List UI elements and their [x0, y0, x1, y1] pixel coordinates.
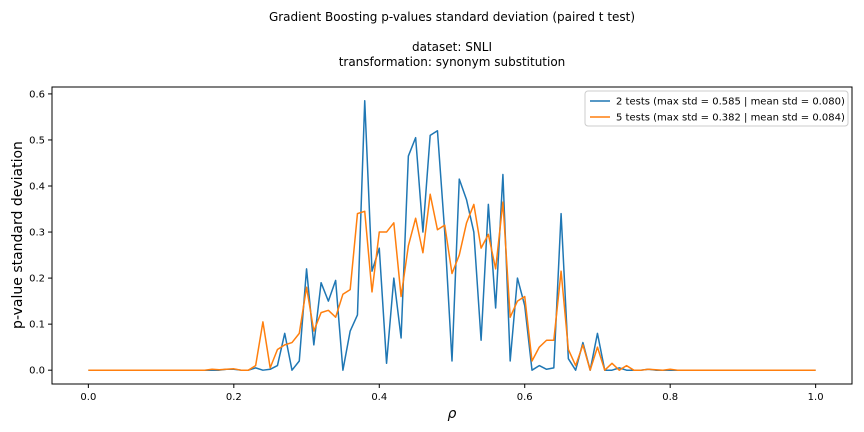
legend-label-5-tests: 5 tests (max std = 0.382 | mean std = 0.… [616, 113, 845, 124]
chart-subtitle-dataset: dataset: SNLI [411, 40, 493, 54]
y-tick-label: 0.4 [29, 182, 45, 193]
x-tick-label: 0.6 [517, 392, 533, 403]
chart-subtitle-transformation: transformation: synonym substitution [338, 55, 566, 69]
series-line-2-tests [88, 100, 816, 371]
x-tick-label: 0.2 [226, 392, 242, 403]
y-axis: 0.0 0.1 0.2 0.3 0.4 0.5 0.6 [29, 89, 52, 377]
x-axis-label: ρ [448, 406, 457, 422]
y-tick-label: 0.5 [29, 135, 45, 146]
x-tick-label: 0.4 [371, 392, 387, 403]
x-axis: 0.0 0.2 0.4 0.6 0.8 1.0 [80, 384, 824, 403]
legend: 2 tests (max std = 0.585 | mean std = 0.… [584, 90, 849, 127]
y-tick-label: 0.3 [29, 228, 45, 239]
y-tick-label: 0.6 [29, 89, 45, 100]
legend-box [584, 90, 849, 127]
legend-label-2-tests: 2 tests (max std = 0.585 | mean std = 0.… [616, 97, 845, 108]
y-tick-label: 0.0 [29, 366, 45, 377]
chart-title-block: Gradient Boosting p-values standard devi… [0, 10, 864, 70]
plot-frame [51, 86, 853, 385]
y-tick-label: 0.2 [29, 274, 45, 285]
x-tick-label: 1.0 [808, 392, 824, 403]
series-line-5-tests [88, 193, 816, 371]
x-tick-label: 0.8 [662, 392, 678, 403]
x-tick-label: 0.0 [80, 392, 96, 403]
chart-title: Gradient Boosting p-values standard devi… [268, 10, 636, 24]
y-tick-label: 0.1 [29, 320, 45, 331]
y-axis-label: p-value standard deviation [10, 141, 26, 329]
